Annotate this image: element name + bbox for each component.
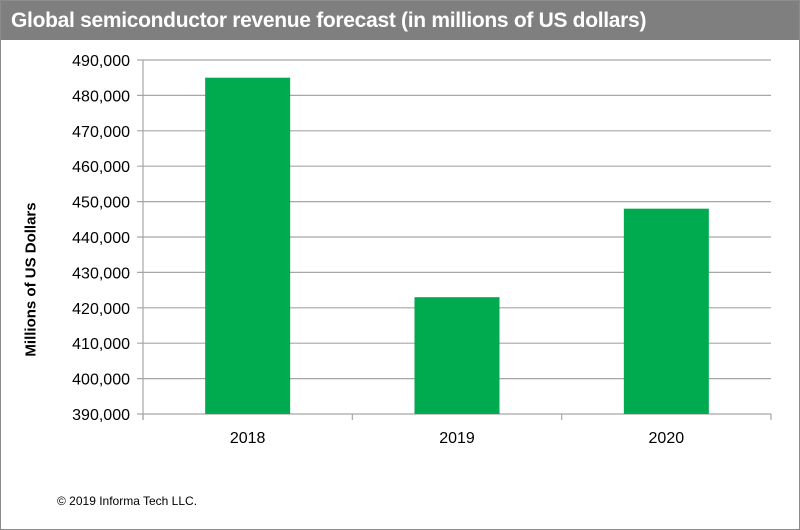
y-tick-label: 490,000 — [72, 53, 130, 70]
bar-2018 — [205, 77, 291, 414]
bar-2020 — [623, 208, 709, 414]
y-tick-label: 440,000 — [72, 230, 130, 247]
x-tick-label: 2020 — [649, 430, 685, 447]
y-tick-label: 390,000 — [72, 407, 130, 424]
copyright-text: © 2019 Informa Tech LLC. — [57, 494, 198, 508]
y-tick-label: 460,000 — [72, 159, 130, 176]
y-tick-label: 410,000 — [72, 336, 130, 353]
bar-2019 — [414, 297, 500, 414]
y-tick-label: 450,000 — [72, 195, 130, 212]
y-tick-label: 400,000 — [72, 372, 130, 389]
x-tick-label: 2019 — [439, 430, 475, 447]
y-tick-label: 480,000 — [72, 88, 130, 105]
chart-title: Global semiconductor revenue forecast (i… — [1, 1, 799, 40]
x-tick-label: 2018 — [230, 430, 266, 447]
y-tick-label: 470,000 — [72, 124, 130, 141]
y-tick-label: 430,000 — [72, 265, 130, 282]
y-tick-label: 420,000 — [72, 301, 130, 318]
y-axis-label: Millions of US Dollars — [22, 202, 40, 357]
